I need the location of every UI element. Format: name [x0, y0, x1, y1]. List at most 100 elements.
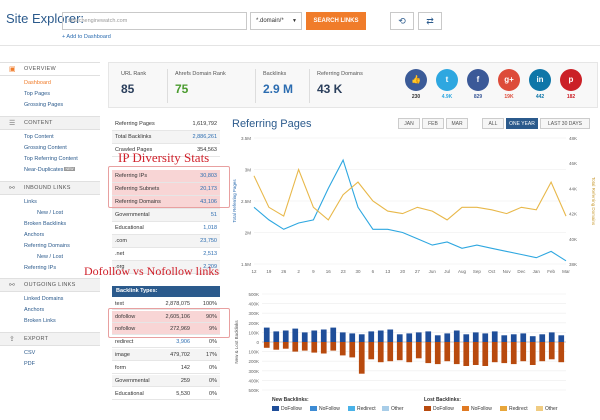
legend-new-nofollow[interactable]: NoFollow — [310, 406, 340, 412]
social-pinterest[interactable]: p 182 — [560, 69, 582, 100]
swap-icon[interactable]: ⇄ — [418, 12, 442, 30]
range-jan-button[interactable]: JAN — [398, 118, 420, 129]
x-tick-label: 13 — [385, 269, 391, 274]
outgoing-link-icon: ⚯ — [9, 282, 16, 289]
social-thumbs-up[interactable]: 👍 230 — [405, 69, 427, 100]
bl-label: redirect — [115, 339, 134, 345]
dofollow-annotation: Dofollow vs Nofollow links — [84, 264, 219, 278]
bar-lost-dofollow — [349, 342, 356, 358]
stat-value[interactable]: 1,018 — [203, 225, 217, 231]
sidebar-item-pdf[interactable]: PDF — [24, 361, 35, 367]
social-count: 182 — [566, 94, 576, 100]
legend-new-dofollow[interactable]: DoFollow — [272, 406, 302, 412]
x-tick-label: 12 — [251, 269, 257, 274]
y2-tick-label: 46K — [569, 161, 577, 166]
divider — [309, 69, 310, 103]
sidebar-item-broken-backlinks[interactable]: Broken Backlinks — [24, 221, 67, 227]
search-input[interactable]: searchenginewatch.com — [62, 12, 247, 30]
chart-title: Referring Pages — [232, 118, 312, 130]
metric-value: 85 — [121, 82, 135, 96]
sidebar-item-referring-ips[interactable]: Referring IPs — [24, 265, 57, 271]
sidebar-item-anchors[interactable]: Anchors — [24, 232, 45, 238]
history-icon[interactable]: ⟲ — [390, 12, 414, 30]
sidebar-item-links[interactable]: Links — [24, 199, 37, 205]
sidebar-item-links-new-lost[interactable]: New / Lost — [37, 210, 63, 216]
legend-swatch — [500, 406, 507, 412]
sidebar-item-dashboard[interactable]: Dashboard — [24, 80, 51, 86]
sidebar-item-csv[interactable]: CSV — [24, 350, 36, 356]
x-tick-label: 16 — [326, 269, 332, 274]
bl-count: 2,878,075 — [165, 301, 190, 307]
sidebar-item-top-referring-content[interactable]: Top Referring Content — [24, 156, 78, 162]
sidebar-item-top-pages[interactable]: Top Pages — [24, 91, 50, 97]
legend-lost-dofollow[interactable]: DoFollow — [424, 406, 454, 412]
bar-new-dofollow — [406, 333, 413, 342]
stat-row: Referring Pages 1,619,792 — [112, 118, 220, 131]
new-badge: NEW — [64, 167, 75, 171]
range-one-year-button[interactable]: ONE YEAR — [506, 118, 538, 129]
legend-new-redirect[interactable]: Redirect — [348, 406, 376, 412]
social-google-plus[interactable]: g+ 19K — [498, 69, 520, 100]
sidebar-item-domains-new-lost[interactable]: New / Lost — [37, 254, 63, 260]
google-plus-icon: g+ — [498, 69, 520, 91]
range-all-button[interactable]: ALL — [482, 118, 504, 129]
bar-new-dofollow — [377, 330, 384, 342]
legend-new-title: New Backlinks: — [272, 397, 309, 403]
range-feb-button[interactable]: FEB — [422, 118, 444, 129]
stat-value[interactable]: 2,209 — [203, 264, 217, 270]
sidebar-item-linked-domains[interactable]: Linked Domains — [24, 296, 64, 302]
sidebar-item-near-duplicates[interactable]: Near-Duplicates NEW — [24, 167, 75, 173]
legend-lost-nofollow[interactable]: NoFollow — [462, 406, 492, 412]
y2-tick-label: 48K — [569, 136, 577, 141]
sidebar-item-grossing-pages[interactable]: Grossing Pages — [24, 102, 64, 108]
search-links-button[interactable]: SEARCH LINKS — [306, 12, 366, 30]
stat-value[interactable]: 2,513 — [203, 251, 217, 257]
ip-diversity-annotation: IP Diversity Stats — [118, 150, 210, 165]
x-tick-label: Sep — [473, 269, 482, 274]
bar-lost-dofollow — [263, 342, 270, 348]
social-twitter[interactable]: t 4.9K — [436, 69, 458, 100]
bar-lost-dofollow — [548, 342, 555, 360]
bar-lost-dofollow — [453, 342, 460, 365]
new-lost-backlinks-bar-chart: 500K 400K 300K 200K 100K 0 100K 200K 300K 400K 500… — [234, 292, 566, 393]
stat-value[interactable]: 20,173 — [200, 186, 217, 192]
y-tick-label: 3.5M — [241, 136, 251, 141]
stat-label: .org — [115, 264, 125, 270]
bl-count[interactable]: 3,906 — [176, 339, 190, 345]
social-facebook[interactable]: f 829 — [467, 69, 489, 100]
sidebar-item-grossing-content[interactable]: Grossing Content — [24, 145, 67, 151]
stat-label: Crawled Pages — [115, 147, 153, 153]
legend-new-other[interactable]: Other — [382, 406, 404, 412]
range-mar-button[interactable]: MAR — [446, 118, 468, 129]
sidebar-item-top-content[interactable]: Top Content — [24, 134, 54, 140]
social-linkedin[interactable]: in 442 — [529, 69, 551, 100]
pinterest-icon: p — [560, 69, 582, 91]
stat-row: Referring Subnets 20,173 — [112, 183, 220, 196]
bar-lost-dofollow — [491, 342, 498, 363]
domain-mode-select[interactable]: *.domain/* ▼ — [250, 12, 302, 30]
bar-lost-dofollow — [301, 342, 308, 351]
add-to-dashboard-link[interactable]: + Add to Dashboard — [62, 34, 111, 40]
y2-axis-label: Total Referring Domains — [591, 177, 596, 226]
content-icon: ☰ — [9, 120, 16, 127]
stat-value[interactable]: 30,803 — [200, 173, 217, 179]
x-tick-label: 6 — [372, 269, 375, 274]
bar-new-dofollow — [301, 332, 308, 342]
legend-lost-other[interactable]: Other — [536, 406, 558, 412]
stat-value[interactable]: 23,750 — [200, 238, 217, 244]
sidebar-item-referring-domains[interactable]: Referring Domains — [24, 243, 70, 249]
legend-swatch — [382, 406, 389, 412]
bar-new-dofollow — [311, 330, 318, 342]
x-tick-label: Aug — [458, 269, 467, 274]
sidebar-item-outgoing-anchors[interactable]: Anchors — [24, 307, 45, 313]
sidebar-item-broken-links[interactable]: Broken Links — [24, 318, 56, 324]
legend-lost-redirect[interactable]: Redirect — [500, 406, 528, 412]
y2-tick-label: 38K — [569, 262, 577, 267]
metric-label: Referring Domains — [317, 71, 363, 77]
stat-value[interactable]: 2,886,261 — [192, 134, 217, 140]
bar-new-dofollow — [520, 333, 527, 342]
stat-value[interactable]: 43,106 — [200, 199, 217, 205]
range-last-30-days-button[interactable]: LAST 30 DAYS — [540, 118, 590, 129]
stat-value[interactable]: 51 — [210, 212, 217, 218]
